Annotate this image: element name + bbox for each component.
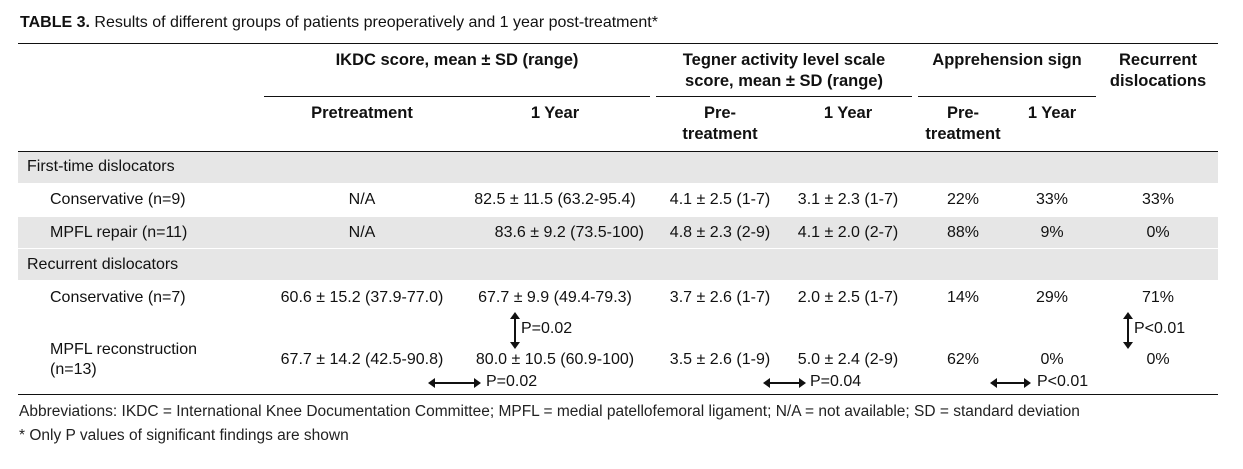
cell-tegner-1y: 3.1 ± 2.3 (1-7) bbox=[797, 191, 899, 208]
arrow-head-right-icon bbox=[799, 378, 806, 388]
arrow-head-left-icon bbox=[763, 378, 770, 388]
group-first-time: First-time dislocators bbox=[27, 158, 175, 175]
cell-recurrent: 33% bbox=[1141, 191, 1175, 208]
subheader-appr-pre-line2: treatment bbox=[925, 125, 1001, 143]
cell-recurrent: 0% bbox=[1146, 224, 1170, 241]
cell-tegner-pre: 3.5 ± 2.6 (1-9) bbox=[669, 351, 771, 368]
pvalue-recurrent-vertical: P<0.01 bbox=[1134, 320, 1186, 337]
row-label-line2: (n=13) bbox=[50, 361, 97, 378]
row-label-mpfl-repair: MPFL repair (n=11) bbox=[50, 224, 188, 241]
header-apprehension: Apprehension sign bbox=[932, 51, 1082, 69]
cell-ikdc-pre: N/A bbox=[348, 224, 376, 241]
top-rule bbox=[18, 43, 1218, 44]
cell-tegner-pre: 3.7 ± 2.6 (1-7) bbox=[669, 289, 771, 306]
cell-recurrent: 71% bbox=[1141, 289, 1175, 306]
bottom-rule bbox=[18, 394, 1218, 395]
cell-ikdc-1y: 82.5 ± 11.5 (63.2-95.4) bbox=[474, 191, 636, 208]
cell-appr-pre: 88% bbox=[946, 224, 980, 241]
header-tegner: Tegner activity level scale score, mean … bbox=[656, 50, 912, 92]
table-number: TABLE 3. bbox=[20, 14, 90, 31]
arrow-head-up-icon bbox=[510, 312, 520, 319]
cell-ikdc-pre: N/A bbox=[348, 191, 376, 208]
row-label-conservative-first: Conservative (n=9) bbox=[50, 191, 186, 208]
cell-ikdc-pre: 67.7 ± 14.2 (42.5-90.8) bbox=[280, 351, 444, 368]
header-recurrent-line1: Recurrent bbox=[1119, 51, 1197, 69]
cell-recurrent: 0% bbox=[1146, 351, 1170, 368]
cell-appr-1y: 29% bbox=[1035, 289, 1069, 306]
group-recurrent: Recurrent dislocators bbox=[27, 256, 179, 273]
header-tegner-line1: Tegner activity level scale bbox=[682, 51, 886, 69]
cell-ikdc-1y: 67.7 ± 9.9 (49.4-79.3) bbox=[478, 289, 632, 306]
cell-appr-1y: 9% bbox=[1040, 224, 1064, 241]
cell-appr-1y: 33% bbox=[1035, 191, 1069, 208]
subheader-ikdc-pre: Pretreatment bbox=[311, 104, 413, 122]
recurrent-vertical-arrow bbox=[1127, 316, 1129, 342]
arrow-head-up-icon bbox=[1123, 312, 1133, 319]
ikdc-vertical-arrow bbox=[514, 316, 516, 342]
subheader-tegner-1y: 1 Year bbox=[823, 104, 873, 122]
subheader-appr-1y: 1 Year bbox=[1027, 104, 1077, 122]
row-label-conservative-recurrent: Conservative (n=7) bbox=[50, 289, 186, 306]
arrow-head-right-icon bbox=[1024, 378, 1031, 388]
ikdc-underline bbox=[264, 96, 650, 97]
cell-tegner-1y: 5.0 ± 2.4 (2-9) bbox=[797, 351, 899, 368]
subheader-tegner-pre: Pre- treatment bbox=[656, 103, 784, 145]
cell-ikdc-1y: 83.6 ± 9.2 (73.5-100) bbox=[494, 224, 644, 241]
header-ikdc: IKDC score, mean ± SD (range) bbox=[335, 51, 579, 69]
subheader-appr-pre: Pre- treatment bbox=[918, 103, 1008, 145]
header-recurrent-line2: dislocations bbox=[1109, 72, 1207, 90]
cell-appr-pre: 14% bbox=[946, 289, 980, 306]
cell-ikdc-pre: 60.6 ± 15.2 (37.9-77.0) bbox=[280, 289, 444, 306]
cell-tegner-pre: 4.1 ± 2.5 (1-7) bbox=[669, 191, 771, 208]
cell-ikdc-1y: 80.0 ± 10.5 (60.9-100) bbox=[475, 351, 635, 368]
row-label-mpfl-reconstruction: MPFL reconstruction (n=13) bbox=[50, 340, 197, 380]
table-title: TABLE 3. Results of different groups of … bbox=[20, 14, 658, 32]
tegner-underline bbox=[656, 96, 912, 97]
ikdc-horizontal-arrow bbox=[434, 382, 474, 384]
arrow-head-right-icon bbox=[474, 378, 481, 388]
subheader-appr-pre-line1: Pre- bbox=[946, 104, 980, 122]
footnote-abbreviations: Abbreviations: IKDC = International Knee… bbox=[19, 403, 1080, 420]
table-caption: Results of different groups of patients … bbox=[94, 14, 658, 31]
cell-tegner-pre: 4.8 ± 2.3 (2-9) bbox=[669, 224, 771, 241]
cell-appr-pre: 22% bbox=[946, 191, 980, 208]
cell-tegner-1y: 4.1 ± 2.0 (2-7) bbox=[797, 224, 899, 241]
row-label-line1: MPFL reconstruction bbox=[50, 341, 198, 358]
pvalue-appr-horizontal: P<0.01 bbox=[1037, 373, 1089, 390]
footnote-note: * Only P values of significant findings … bbox=[19, 427, 349, 444]
subheader-ikdc-1y: 1 Year bbox=[530, 104, 580, 122]
arrow-head-left-icon bbox=[990, 378, 997, 388]
cell-appr-pre: 62% bbox=[946, 351, 980, 368]
arrow-head-down-icon bbox=[510, 342, 520, 349]
band-recurrent bbox=[18, 249, 1218, 280]
apprehension-underline bbox=[918, 96, 1096, 97]
arrow-head-left-icon bbox=[428, 378, 435, 388]
appr-horizontal-arrow bbox=[996, 382, 1024, 384]
tegner-horizontal-arrow bbox=[769, 382, 799, 384]
pvalue-ikdc-vertical: P=0.02 bbox=[521, 320, 573, 337]
arrow-head-down-icon bbox=[1123, 342, 1133, 349]
pvalue-ikdc-horizontal: P=0.02 bbox=[486, 373, 538, 390]
band-mpfl-repair bbox=[18, 217, 1218, 248]
header-bottom-rule bbox=[18, 151, 1218, 152]
subheader-tegner-pre-line2: treatment bbox=[682, 125, 758, 143]
header-tegner-line2: score, mean ± SD (range) bbox=[685, 72, 883, 90]
cell-tegner-1y: 2.0 ± 2.5 (1-7) bbox=[797, 289, 899, 306]
cell-appr-1y: 0% bbox=[1040, 351, 1064, 368]
header-recurrent: Recurrent dislocations bbox=[1100, 50, 1216, 92]
band-first-time bbox=[18, 152, 1218, 183]
pvalue-tegner-horizontal: P=0.04 bbox=[810, 373, 862, 390]
subheader-tegner-pre-line1: Pre- bbox=[703, 104, 737, 122]
